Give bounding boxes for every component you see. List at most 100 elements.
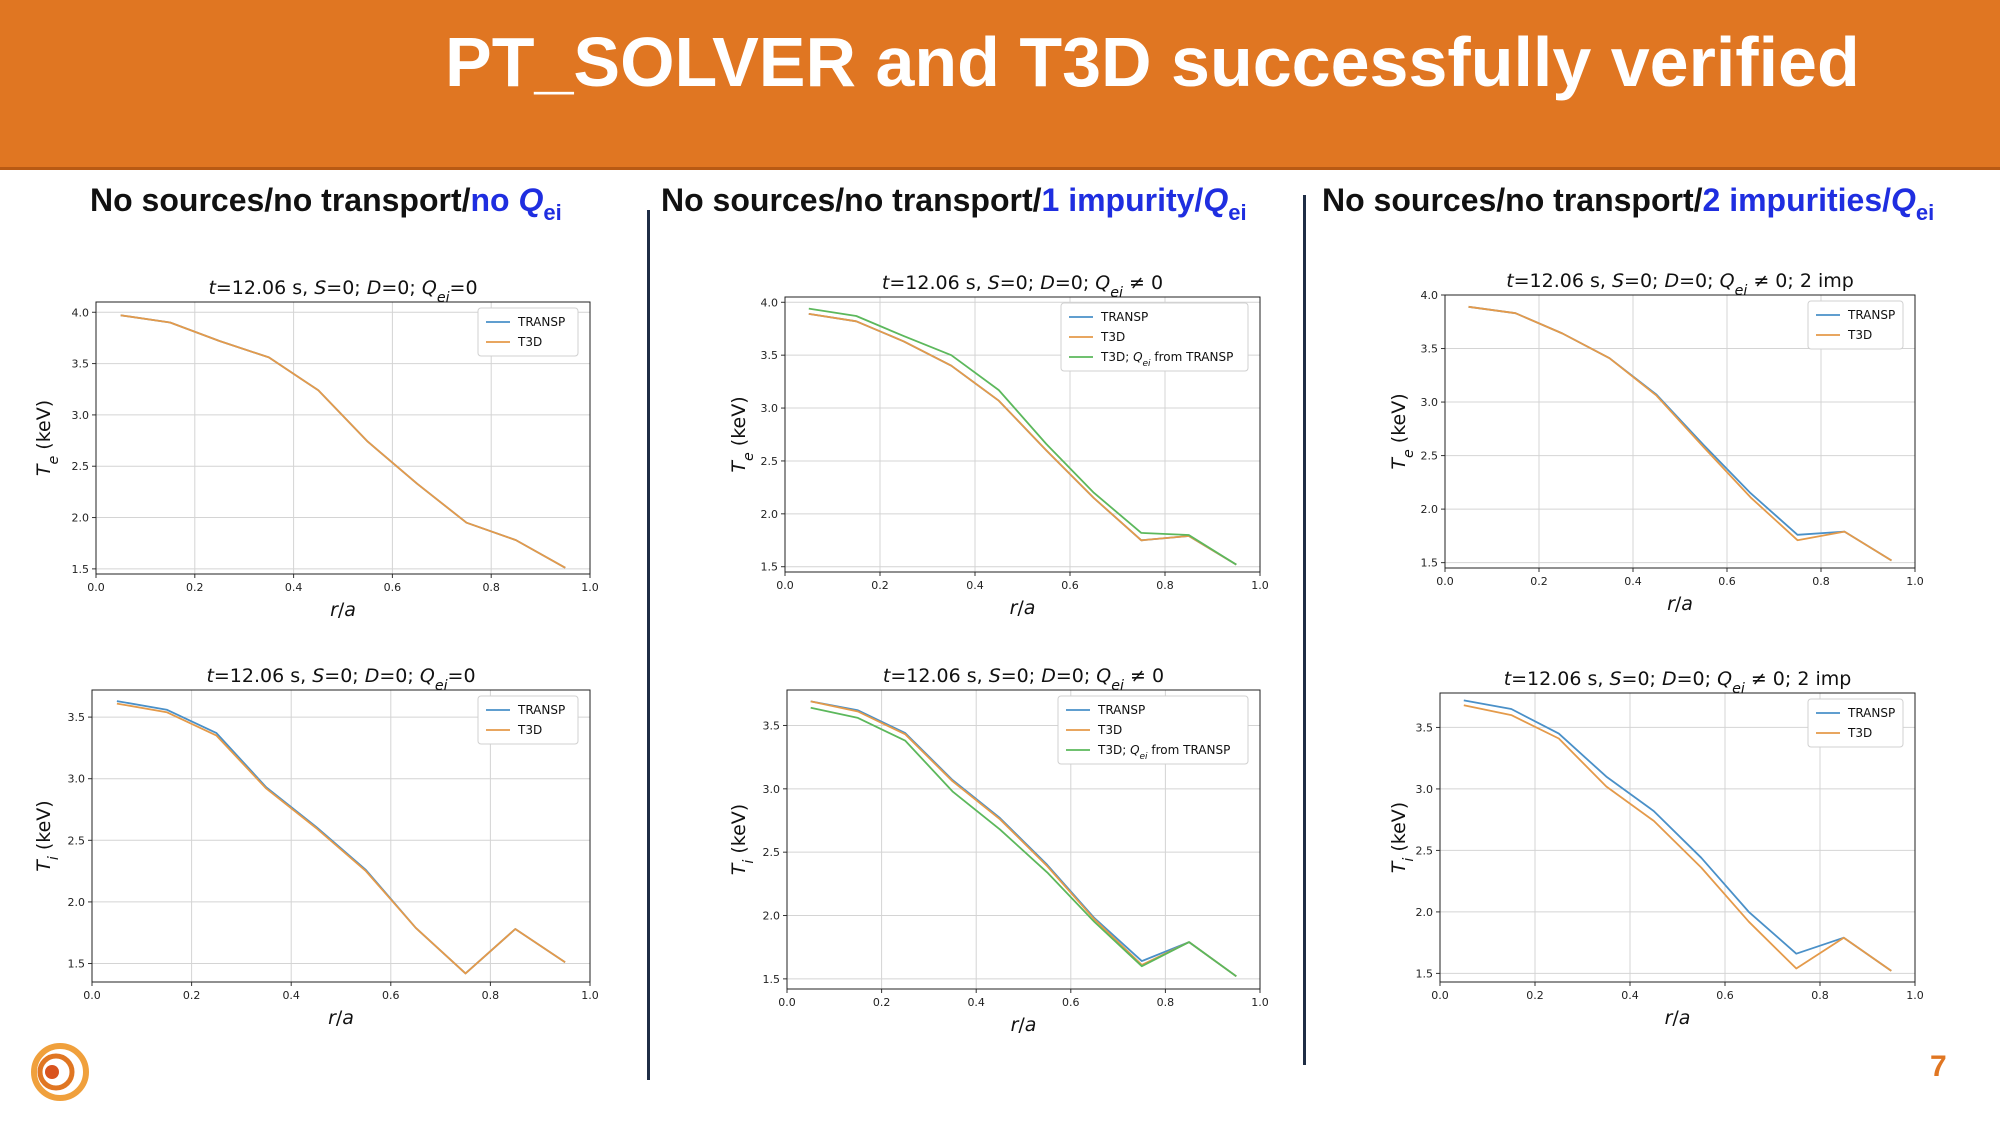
column-heading-subscript: ei: [1228, 200, 1247, 225]
y-tick-label: 3.5: [1416, 721, 1434, 734]
x-tick-label: 0.0: [776, 579, 794, 592]
y-tick-label: 3.0: [1421, 396, 1439, 409]
legend-label: T3D: [1847, 726, 1872, 740]
column-divider: [647, 210, 650, 1080]
x-tick-label: 0.8: [1157, 996, 1175, 1009]
y-tick-label: 3.0: [761, 402, 779, 415]
page-number: 7: [1930, 1050, 1947, 1083]
title-banner: PT_SOLVER and T3D successfully verified: [0, 0, 2000, 170]
y-tick-label: 2.5: [72, 460, 90, 473]
y-tick-label: 1.5: [68, 958, 86, 971]
y-tick-label: 2.0: [68, 896, 86, 909]
column-heading-highlight-text: 2 impurities/: [1702, 182, 1892, 218]
column-heading-prefix: No sources/no transport/: [90, 182, 471, 218]
y-tick-label: 4.0: [72, 306, 90, 319]
y-tick-label: 3.0: [68, 773, 86, 786]
x-tick-label: 0.2: [183, 989, 201, 1002]
series-line: [116, 702, 566, 975]
x-axis-label: r/a: [1667, 593, 1693, 615]
x-axis-label: r/a: [1011, 1014, 1037, 1036]
legend-label: TRANSP: [517, 703, 565, 717]
column-heading-subscript: ei: [1915, 200, 1935, 225]
y-tick-label: 3.0: [72, 409, 90, 422]
x-tick-label: 0.2: [186, 581, 204, 594]
chart-ti-1-impurity: 0.0 0.2 0.4 0.6 0.8 1.0 1.5 2.0 2.5 3.0 3.5 t=12.06…: [728, 665, 1269, 1036]
plot-frame: [1439, 692, 1916, 983]
column-heading-subscript: ei: [543, 200, 562, 225]
plot-frame: [784, 296, 1261, 573]
y-tick-label: 3.5: [72, 358, 90, 371]
y-tick-label: 2.0: [1416, 906, 1434, 919]
y-tick-label: 1.5: [72, 563, 90, 576]
x-tick-label: 1.0: [1906, 575, 1924, 588]
x-axis-label: r/a: [1010, 597, 1036, 619]
x-tick-label: 0.6: [1718, 575, 1736, 588]
legend-label: T3D: [1097, 723, 1122, 737]
chart-title: t=12.06 s, S=0; D=0; Qei=0: [206, 665, 475, 694]
legend-label: TRANSP: [1847, 706, 1895, 720]
y-tick-label: 2.0: [72, 512, 90, 525]
x-axis-label: r/a: [1665, 1007, 1691, 1029]
x-tick-label: 0.8: [1812, 575, 1830, 588]
x-tick-label: 1.0: [581, 581, 599, 594]
x-tick-label: 0.0: [1431, 989, 1449, 1002]
column-heading-highlight: no Qei: [470, 182, 562, 225]
series-line: [808, 313, 1237, 566]
x-axis-label: r/a: [330, 599, 356, 621]
y-axis-label: Te (keV): [33, 400, 62, 476]
x-tick-label: 0.8: [482, 581, 500, 594]
legend-label: T3D: [517, 335, 542, 349]
legend-label: T3D: [1847, 328, 1872, 342]
column-heading-2: No sources/no transport/1 impurity/Qei: [661, 182, 1247, 226]
x-tick-label: 0.0: [83, 989, 101, 1002]
x-tick-label: 0.6: [1062, 996, 1080, 1009]
x-tick-label: 0.8: [1156, 579, 1174, 592]
series-line: [120, 314, 566, 569]
y-tick-label: 3.5: [1421, 343, 1439, 356]
column-heading-highlight: 2 impurities/Qei: [1702, 182, 1935, 225]
chart-title: t=12.06 s, S=0; D=0; Qei ≠ 0: [883, 665, 1164, 694]
chart-title: t=12.06 s, S=0; D=0; Qei ≠ 0; 2 imp: [1506, 270, 1854, 299]
chart-te-2-impurities: 0.0 0.2 0.4 0.6 0.8 1.0 1.5 2.0 2.5 3.0 3.5 4.0 t=12…: [1388, 270, 1924, 615]
x-tick-label: 0.0: [1436, 575, 1454, 588]
legend-label: T3D: [1100, 330, 1125, 344]
column-heading-highlight-text: no: [470, 182, 519, 218]
legend-label: T3D; Qei from TRANSP: [1100, 350, 1233, 369]
legend-box: [1807, 698, 1904, 748]
x-tick-label: 0.4: [967, 996, 985, 1009]
x-tick-label: 1.0: [1906, 989, 1924, 1002]
y-axis-label: Te (keV): [1388, 393, 1417, 469]
y-tick-label: 2.0: [761, 508, 779, 521]
legend-box: [1057, 695, 1249, 765]
column-heading-q: Q: [1891, 182, 1916, 218]
x-tick-label: 0.2: [871, 579, 889, 592]
x-tick-label: 0.6: [1716, 989, 1734, 1002]
y-tick-label: 1.5: [1416, 967, 1434, 980]
x-tick-label: 0.4: [285, 581, 303, 594]
legend-label: T3D: [517, 723, 542, 737]
x-tick-label: 1.0: [1251, 579, 1269, 592]
chart-title: t=12.06 s, S=0; D=0; Qei=0: [208, 277, 477, 306]
x-tick-label: 0.4: [1621, 989, 1639, 1002]
y-tick-label: 4.0: [761, 296, 779, 309]
y-tick-label: 2.0: [1421, 503, 1439, 516]
x-tick-label: 0.4: [966, 579, 984, 592]
y-tick-label: 3.5: [761, 349, 779, 362]
y-tick-label: 3.0: [1416, 783, 1434, 796]
chart-te-1-impurity: 0.0 0.2 0.4 0.6 0.8 1.0 1.5 2.0 2.5 3.0 3.5 4.0 t=12…: [728, 272, 1269, 619]
legend-label: TRANSP: [517, 315, 565, 329]
x-tick-label: 0.0: [87, 581, 105, 594]
chart-te-no-qei: 0.0 0.2 0.4 0.6 0.8 1.0 1.5 2.0 2.5 3.0 3.5 4.0 t=12…: [33, 277, 599, 621]
y-tick-label: 2.5: [763, 846, 781, 859]
y-tick-label: 2.5: [68, 834, 86, 847]
x-tick-label: 0.6: [1061, 579, 1079, 592]
y-tick-label: 3.0: [763, 783, 781, 796]
chart-ti-2-impurities: 0.0 0.2 0.4 0.6 0.8 1.0 1.5 2.0 2.5 3.0 3.5 t=12.06…: [1388, 668, 1924, 1029]
column-divider: [1303, 195, 1306, 1065]
series-line: [1463, 704, 1892, 972]
x-tick-label: 0.4: [1624, 575, 1642, 588]
x-tick-label: 0.6: [382, 989, 400, 1002]
y-tick-label: 2.0: [763, 910, 781, 923]
y-axis-label: Te (keV): [728, 396, 757, 472]
slide-title: PT_SOLVER and T3D successfully verified: [445, 23, 1860, 101]
